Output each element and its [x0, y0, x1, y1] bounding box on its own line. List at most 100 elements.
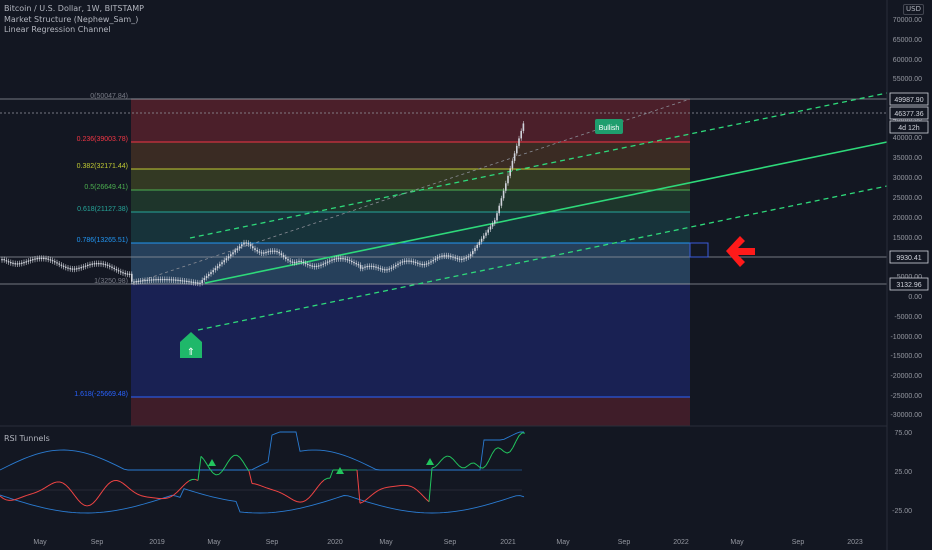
rsi-line-segment — [359, 501, 364, 504]
candle-body — [467, 256, 470, 258]
candle-body — [375, 266, 377, 268]
candle-body — [513, 153, 516, 161]
time-axis-label: Sep — [618, 539, 631, 546]
candle-body — [201, 280, 203, 284]
candle-body — [406, 260, 408, 262]
price-axis[interactable]: 70000.00 65000.00 60000.00 55000.00 45000.00… — [889, 17, 929, 419]
symbol-title[interactable]: Bitcoin / U.S. Dollar, 1W, BITSTAMP — [4, 4, 144, 13]
price-tag[interactable]: 3132.96 — [889, 277, 929, 291]
rsi-line-segment — [467, 463, 472, 467]
bullish-tag-bg — [595, 119, 623, 134]
price-tag[interactable]: 9930.41 — [889, 250, 929, 264]
candle-body — [491, 223, 494, 227]
candle-body — [450, 255, 452, 258]
candle-body — [522, 123, 525, 131]
price-axis-label: -15000.00 — [890, 353, 922, 360]
time-axis-label: Sep — [91, 539, 104, 546]
candle-body — [159, 279, 162, 281]
rsi-line-segment — [518, 432, 523, 437]
candle-body — [421, 263, 423, 266]
candle-body — [100, 263, 102, 265]
candle-body — [150, 279, 153, 281]
candle-body — [95, 263, 98, 265]
fib-level-label: 0.618(21127.38) — [77, 206, 128, 213]
candle-body — [379, 268, 382, 270]
indicator-linear-regression[interactable]: Linear Regression Channel — [4, 25, 111, 34]
candle-body — [368, 265, 371, 268]
rsi-line-segment — [263, 486, 268, 489]
fibonacci-zones — [131, 99, 690, 426]
candle-body — [214, 268, 217, 271]
rsi-line-segment — [500, 448, 505, 452]
indicator-market-structure[interactable]: Market Structure (Nephew_Sam_) — [4, 14, 139, 24]
structure-up-marker[interactable]: ⇑ — [180, 332, 202, 358]
candle-body — [461, 258, 463, 260]
rsi-line-segment — [170, 494, 175, 498]
rsi-line-segment — [407, 485, 412, 487]
candle-body — [29, 259, 32, 262]
candle-body — [225, 258, 228, 261]
chart-legend: Bitcoin / U.S. Dollar, 1W, BITSTAMP Mark… — [4, 4, 144, 36]
candle-body — [71, 268, 74, 270]
candle-body — [476, 244, 478, 248]
rsi-line-segment — [266, 487, 271, 490]
candle-body — [326, 261, 329, 263]
candle-body — [445, 255, 448, 257]
candle-body — [496, 213, 498, 221]
time-axis[interactable]: May Sep 2019 May Sep 2020 May Sep 2021 May Sep 2022… — [33, 539, 863, 546]
rsi-line-segment — [110, 480, 115, 483]
candle-body — [117, 270, 120, 272]
candle-body — [351, 260, 353, 263]
candle-body — [357, 264, 360, 266]
price-tag[interactable]: 46377.36 — [889, 106, 929, 120]
bullish-tag[interactable]: Bullish — [595, 119, 623, 134]
rsi-line-segment — [5, 499, 10, 501]
rsi-up-signal — [208, 459, 216, 466]
candle-body — [76, 268, 78, 270]
time-axis-label: May — [556, 539, 570, 546]
rsi-line-segment — [431, 466, 436, 469]
candle-body — [439, 256, 441, 258]
candle-body — [441, 255, 443, 257]
candle-body — [205, 276, 208, 279]
red-arrow-annotation[interactable] — [726, 236, 755, 267]
fib-level-label: 1.618(-25669.48) — [74, 391, 128, 398]
rsi-line-segment — [122, 482, 127, 487]
candle-body — [47, 258, 49, 260]
price-tag[interactable]: 4d 12h — [889, 120, 929, 134]
candle-body — [271, 250, 274, 252]
rsi-line-segment — [377, 488, 382, 492]
candle-body — [49, 259, 52, 261]
price-axis-label: 35000.00 — [893, 155, 922, 162]
price-tag-text: 9930.41 — [896, 255, 921, 262]
candle-body — [153, 279, 155, 281]
rsi-line-segment — [50, 482, 55, 485]
rsi-line-segment — [119, 481, 124, 484]
candle-body — [456, 258, 459, 260]
candle-body — [370, 265, 373, 268]
rsi-pane-title[interactable]: RSI Tunnels — [4, 434, 50, 443]
candle-body — [274, 250, 276, 252]
rsi-line-segment — [239, 457, 244, 462]
candle-body — [126, 273, 129, 275]
rsi-line-segment — [245, 466, 250, 472]
price-tag[interactable]: 49987.90 — [889, 92, 929, 106]
fib-level-label: 0.5(26649.41) — [84, 184, 128, 191]
fib-level-label: 1(3250.98) — [94, 278, 128, 285]
price-axis-label: 65000.00 — [893, 37, 922, 44]
candle-body — [78, 267, 80, 269]
rsi-line-segment — [248, 471, 253, 484]
left-arrow-icon — [726, 236, 755, 267]
candle-body — [23, 262, 25, 264]
price-axis-label: 40000.00 — [893, 135, 922, 142]
candle-body — [161, 279, 164, 281]
candle-body — [282, 255, 285, 258]
candle-body — [34, 258, 36, 260]
currency-label[interactable]: USD — [903, 4, 924, 15]
candle-body — [236, 248, 239, 251]
candle-body — [5, 260, 8, 262]
rsi-line-segment — [188, 479, 193, 482]
fib-zone — [131, 284, 690, 397]
fib-level-label: 0.786(13265.51) — [77, 237, 128, 244]
